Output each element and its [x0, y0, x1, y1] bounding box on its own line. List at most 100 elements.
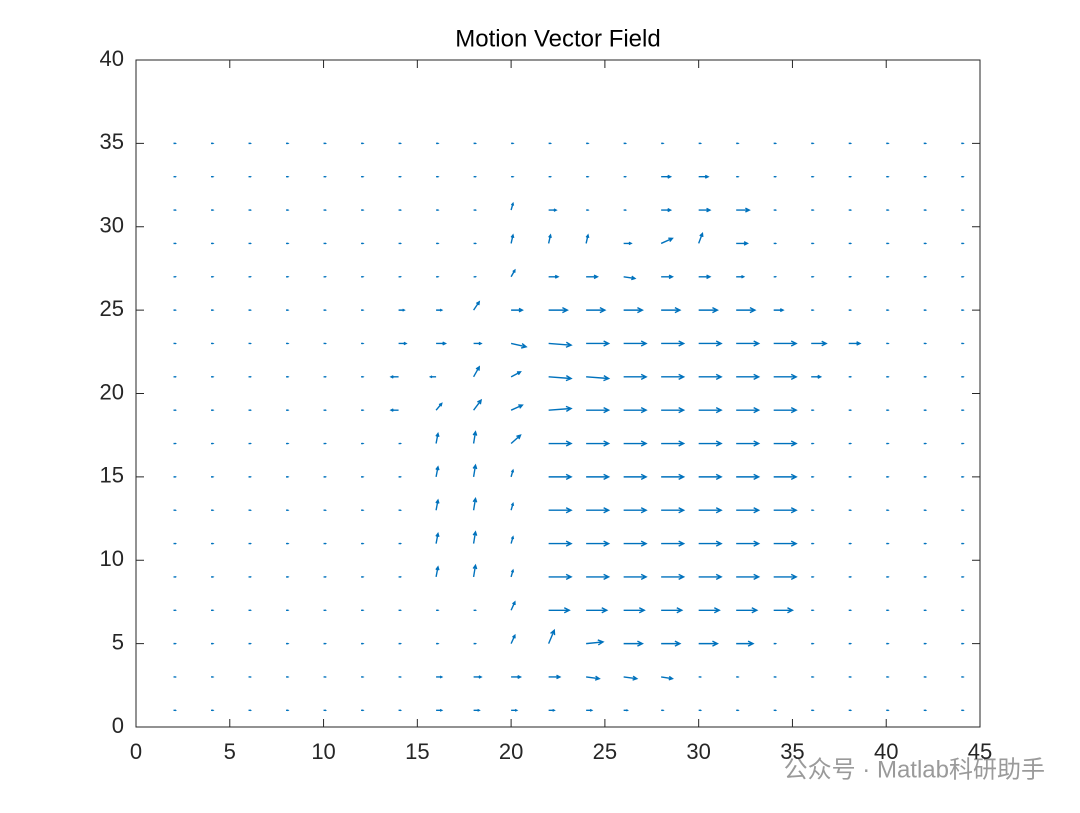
vector-arrow [698, 440, 723, 447]
vector-arrow [473, 209, 478, 211]
x-tick-label: 10 [311, 739, 335, 764]
vector-arrow [848, 509, 853, 512]
vector-arrow [511, 142, 515, 145]
vector-arrow [436, 209, 440, 211]
vector-arrow [510, 342, 528, 349]
vector-arrow [510, 404, 524, 411]
vector-arrow [886, 509, 890, 512]
vector-arrow [472, 463, 478, 477]
vector-arrow [585, 233, 590, 244]
vector-arrow [398, 576, 403, 578]
vector-arrow [661, 607, 684, 614]
vector-arrow [736, 540, 761, 547]
vector-arrow [547, 233, 552, 244]
vector-arrow [211, 576, 215, 578]
vector-arrow [211, 409, 215, 412]
vector-arrow [361, 275, 365, 278]
vector-arrow [811, 676, 815, 678]
vector-arrow [173, 309, 177, 312]
vector-arrow [886, 342, 890, 345]
vector-arrow [623, 306, 644, 314]
vector-arrow [211, 642, 215, 645]
vector-arrow [661, 407, 686, 414]
vector-arrow [435, 498, 440, 511]
vector-arrow [586, 675, 601, 681]
vector-arrow [623, 373, 648, 380]
vector-arrow [586, 142, 590, 145]
vector-arrow [736, 507, 761, 514]
vector-arrow [586, 306, 607, 314]
vector-arrow [248, 142, 252, 145]
vector-arrow [886, 642, 890, 645]
vector-arrow [661, 473, 686, 481]
vector-arrow [361, 509, 365, 512]
vector-arrow [886, 442, 890, 445]
vector-arrow [661, 174, 673, 179]
vector-arrow [923, 242, 928, 245]
vector-arrow [811, 642, 815, 645]
vector-arrow [510, 201, 515, 211]
vector-arrow [248, 576, 252, 578]
vector-arrow [586, 440, 611, 447]
vector-arrow [961, 409, 965, 412]
vector-arrow [211, 542, 215, 545]
vector-arrow [286, 242, 290, 245]
vector-arrow [923, 275, 928, 278]
x-tick-label: 0 [130, 739, 142, 764]
vector-arrow [698, 306, 719, 314]
vector-arrow [961, 309, 965, 312]
vector-arrow [248, 609, 252, 612]
vector-arrow [398, 275, 403, 278]
vector-arrow [286, 642, 290, 645]
vector-arrow [323, 309, 327, 312]
vector-arrow [248, 375, 252, 378]
vector-arrow [173, 509, 177, 512]
vector-arrow [173, 209, 177, 211]
vector-arrow [398, 609, 403, 612]
vector-arrow [248, 275, 252, 278]
vector-arrow [436, 242, 440, 245]
vector-arrow [661, 340, 686, 347]
vector-arrow [435, 465, 440, 478]
vector-arrow [811, 609, 815, 612]
vector-arrow [398, 209, 403, 211]
vector-arrow [736, 207, 751, 213]
vector-arrow [586, 175, 590, 178]
vector-arrow [323, 676, 327, 678]
vector-arrow [811, 542, 815, 545]
vector-arrow [435, 532, 440, 544]
vector-arrow [361, 676, 365, 678]
vector-arrow [435, 565, 440, 578]
vector-arrow [248, 475, 252, 478]
vector-arrow [773, 540, 798, 547]
vector-arrow [286, 342, 290, 345]
x-tick-label: 5 [224, 739, 236, 764]
vector-arrow [510, 535, 515, 544]
vector-arrow [886, 175, 890, 178]
vector-arrow [586, 274, 599, 280]
vector-arrow [398, 509, 403, 512]
vector-arrow [173, 709, 177, 712]
vector-arrow [886, 375, 890, 378]
vector-arrow [436, 609, 440, 612]
vector-arrow [886, 576, 890, 578]
vector-arrow [736, 142, 740, 145]
vector-arrow [961, 175, 965, 178]
vector-arrow [923, 309, 928, 312]
vector-arrow [473, 642, 478, 645]
vector-arrow [923, 542, 928, 545]
vector-arrow [286, 275, 290, 278]
vector-arrow [923, 409, 928, 412]
watermark: 公众号 · Matlab科研助手 [784, 756, 1045, 783]
vector-arrow [698, 340, 723, 347]
vector-arrow [661, 540, 686, 547]
x-tick-label: 45 [968, 739, 992, 764]
vector-arrow [286, 209, 290, 211]
vector-arrow [923, 576, 928, 578]
vector-arrow [923, 175, 928, 178]
vector-arrow [886, 475, 890, 478]
vector-arrow [286, 542, 290, 545]
vector-arrow [473, 175, 478, 178]
vector-arrow [286, 509, 290, 512]
